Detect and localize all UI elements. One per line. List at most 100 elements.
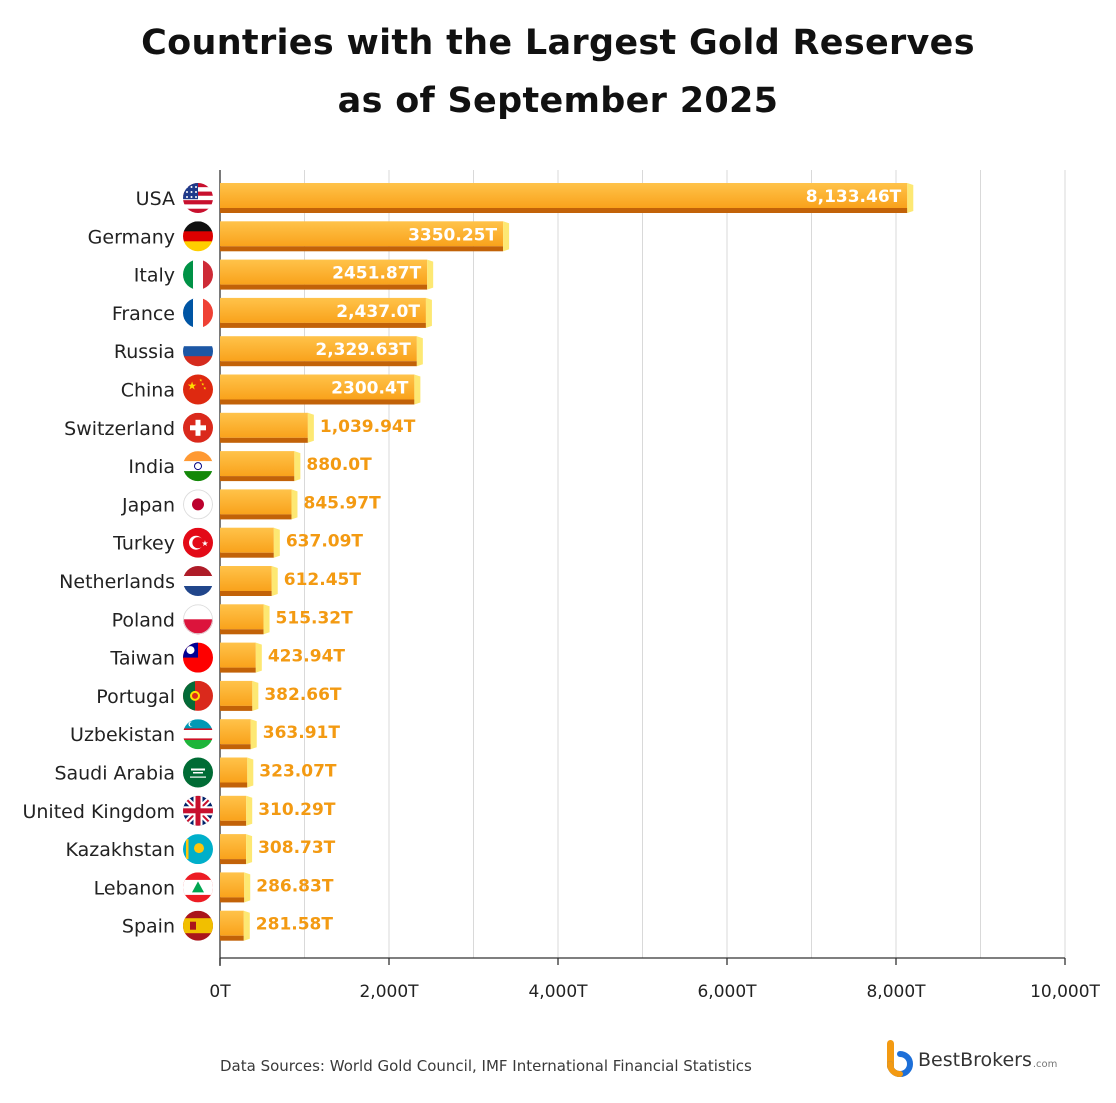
flag-part: ★ [199,378,203,383]
flag-part [186,186,188,188]
bar[interactable] [220,834,247,860]
x-tick-label: 6,000T [697,982,757,1002]
flag-part [203,297,213,328]
bar-bottom-face [220,591,272,596]
bar-bottom-face [220,782,248,788]
flag-part [195,186,197,188]
bar-row: 8,133.46T USA [136,183,914,213]
bar-row: 515.32T Poland [112,604,353,635]
bar[interactable] [220,872,245,898]
country-label: Portugal [96,686,175,708]
bar-end-cap [246,834,253,865]
country-label: Uzbekistan [70,724,175,746]
country-label: Lebanon [94,877,175,899]
bar-value-label: 2451.87T [332,264,421,284]
bar[interactable] [220,183,908,208]
bar[interactable] [220,795,247,821]
x-tick-label: 4,000T [528,982,588,1002]
bar[interactable] [220,910,244,936]
flag-part [183,374,213,405]
united-kingdom-flag-icon [183,795,213,826]
brand-logo[interactable]: BestBrokers .com [884,1037,1057,1083]
country-label: Japan [121,494,175,516]
country-label: Spain [122,916,175,938]
bar-bottom-face [220,552,274,558]
bar[interactable] [220,374,415,400]
brand-name: BestBrokers [918,1049,1032,1071]
country-label: United Kingdom [22,801,175,823]
country-label: Poland [112,609,175,631]
flag-part [183,461,213,472]
bar[interactable] [220,412,308,438]
bar[interactable] [220,719,251,745]
flag-part [183,604,213,620]
country-label: Germany [88,226,175,248]
bar[interactable] [220,680,253,706]
bar-end-cap [416,336,423,367]
country-label: Taiwan [109,648,175,670]
bar[interactable] [220,489,292,515]
bar-row: 880.0T India [128,451,372,482]
bar-bottom-face [220,744,251,750]
bar[interactable] [220,297,426,323]
flag-part [189,722,195,727]
bar[interactable] [220,259,428,285]
bar[interactable] [220,757,248,783]
bar-value-label: 382.66T [264,685,342,705]
flag-part [194,843,204,854]
bar[interactable] [220,527,274,553]
bar-row: 423.94T Taiwan [109,642,346,673]
bar-value-label: 3350.25T [408,225,497,245]
bar[interactable] [220,604,264,630]
chart-title-line-1: Countries with the Largest Gold Reserves [141,23,975,63]
turkey-flag-icon: ★ [183,527,213,558]
bar-row: 323.07T Saudi Arabia [54,757,337,788]
flag-part [195,191,197,193]
bar-end-cap [414,374,421,405]
bar[interactable] [220,642,256,668]
bestbrokers-logo-icon [887,1040,913,1077]
bar-row: 308.73T Kazakhstan [66,834,336,865]
bar-row: 2,437.0T France [112,297,432,328]
bar-value-label: 281.58T [256,915,334,935]
bar[interactable] [220,336,417,362]
bar-end-cap [427,259,434,290]
bar[interactable] [220,451,295,477]
bar-value-label: 612.45T [284,570,362,590]
flag-part [183,738,213,740]
country-label: Russia [114,341,175,363]
bar-end-cap [425,297,432,328]
bar-bottom-face [220,667,256,673]
flag-part [183,586,213,596]
taiwan-flag-icon [183,642,213,673]
bar-end-cap [252,680,259,711]
bar-bottom-face [220,437,308,443]
country-label: Saudi Arabia [54,763,175,785]
bar-end-cap [907,183,914,213]
bar-end-cap [244,872,251,903]
bar-end-cap [294,451,301,482]
flag-part [186,646,195,655]
bar-value-label: 423.94T [268,647,346,667]
flag-part [183,604,213,635]
bar[interactable] [220,566,272,591]
bar-row: 2,329.63T Russia [114,336,423,367]
bar-bottom-face [220,514,292,520]
bar-bottom-face [220,208,908,213]
bar-bottom-face [220,284,428,290]
bar-end-cap [503,221,510,252]
bar-bottom-face [220,859,247,865]
flag-part [186,196,188,198]
bar-end-cap [247,757,254,788]
country-label: Turkey [112,533,175,555]
flag-part [186,191,188,193]
flag-part: ★ [187,380,197,393]
x-tick-label: 2,000T [359,982,419,1002]
flag-part [183,739,213,750]
saudi-arabia-flag-icon [183,757,213,788]
flag-part [183,918,213,934]
bar[interactable] [220,221,504,247]
bar-end-cap [243,910,250,941]
bar-row: 637.09T Turkey ★ [112,527,363,558]
